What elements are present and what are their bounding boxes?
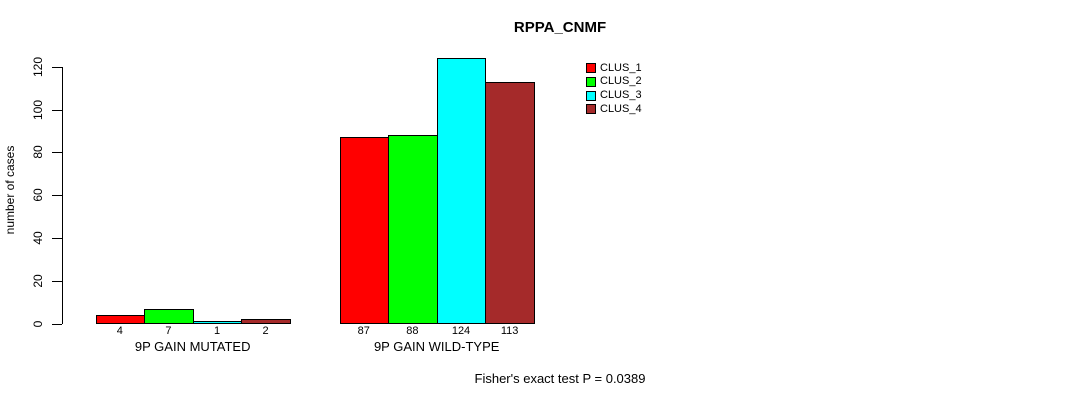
group-label: 9P GAIN MUTATED — [134, 339, 251, 354]
legend-label: CLUS_1 — [600, 61, 642, 74]
bar-value-label: 1 — [213, 325, 221, 337]
bar-value-label: 4 — [116, 325, 123, 337]
y-tick — [51, 237, 62, 239]
chart-title: RPPA_CNMF — [513, 19, 607, 36]
bar-value-label: 2 — [262, 325, 269, 337]
bar-value-label: 113 — [500, 325, 519, 337]
legend-item: CLUS_1 — [586, 61, 642, 74]
y-tick-label: 120 — [30, 56, 45, 77]
y-tick-label: 80 — [30, 145, 45, 159]
bar-clus_3-group2 — [436, 58, 487, 325]
y-tick-label: 40 — [30, 231, 45, 245]
bar-value-label: 87 — [357, 325, 370, 337]
legend: CLUS_1 CLUS_2 CLUS_3 CLUS_4 — [586, 61, 642, 118]
y-tick — [51, 152, 62, 154]
bar-value-label: 124 — [451, 325, 471, 337]
bar-clus_4-group2 — [485, 81, 535, 325]
y-tick-label: 60 — [30, 188, 45, 202]
y-tick — [51, 66, 62, 68]
legend-label: CLUS_4 — [600, 102, 642, 115]
legend-item: CLUS_3 — [586, 89, 642, 102]
y-tick — [51, 323, 62, 325]
y-tick-label: 0 — [30, 320, 45, 327]
group-label: 9P GAIN WILD-TYPE — [373, 339, 500, 354]
bar-clus_2-group2 — [388, 135, 438, 325]
legend-item: CLUS_4 — [586, 102, 642, 115]
y-tick — [51, 195, 62, 197]
legend-swatch-clus_4 — [586, 104, 596, 115]
bar-clus_2-group1 — [144, 308, 194, 325]
legend-item: CLUS_2 — [586, 75, 642, 88]
legend-swatch-clus_3 — [586, 90, 596, 101]
y-tick — [51, 280, 62, 282]
y-tick — [51, 109, 62, 111]
legend-swatch-clus_2 — [586, 76, 596, 87]
annotation-text: Fisher's exact test P = 0.0389 — [474, 371, 646, 386]
legend-label: CLUS_2 — [600, 75, 642, 88]
legend-label: CLUS_3 — [600, 89, 642, 102]
legend-swatch-clus_1 — [586, 63, 596, 73]
bar-clus_1-group2 — [339, 137, 390, 325]
bar-value-label: 88 — [406, 325, 419, 337]
bar-clus_4-group1 — [241, 319, 291, 325]
y-tick-label: 100 — [30, 99, 45, 120]
y-tick-label: 20 — [30, 274, 45, 288]
y-axis-line — [61, 66, 63, 324]
bar-value-label: 7 — [165, 325, 172, 337]
y-axis-label: number of cases — [3, 145, 17, 235]
bar-clus_1-group1 — [95, 314, 146, 325]
